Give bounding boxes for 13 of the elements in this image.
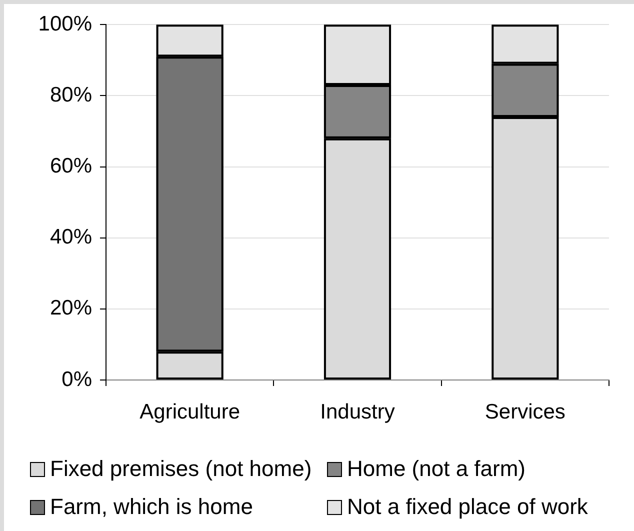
legend-label: Farm, which is home bbox=[50, 494, 253, 520]
y-tick-label: 60% bbox=[50, 154, 92, 178]
y-tick-label: 100% bbox=[38, 12, 92, 36]
y-tick-label: 80% bbox=[50, 83, 92, 106]
y-tick-label: 40% bbox=[50, 226, 92, 249]
legend-label: Not a fixed place of work bbox=[347, 494, 588, 520]
y-tick-label: 0% bbox=[62, 368, 92, 391]
legend-label: Fixed premises (not home) bbox=[50, 456, 312, 482]
legend-label: Home (not a farm) bbox=[347, 456, 526, 482]
x-tick-label: Agriculture bbox=[140, 400, 240, 424]
x-tick-label: Services bbox=[484, 400, 566, 424]
x-tick-label: Industry bbox=[320, 400, 396, 424]
y-tick-label: 20% bbox=[50, 296, 92, 320]
